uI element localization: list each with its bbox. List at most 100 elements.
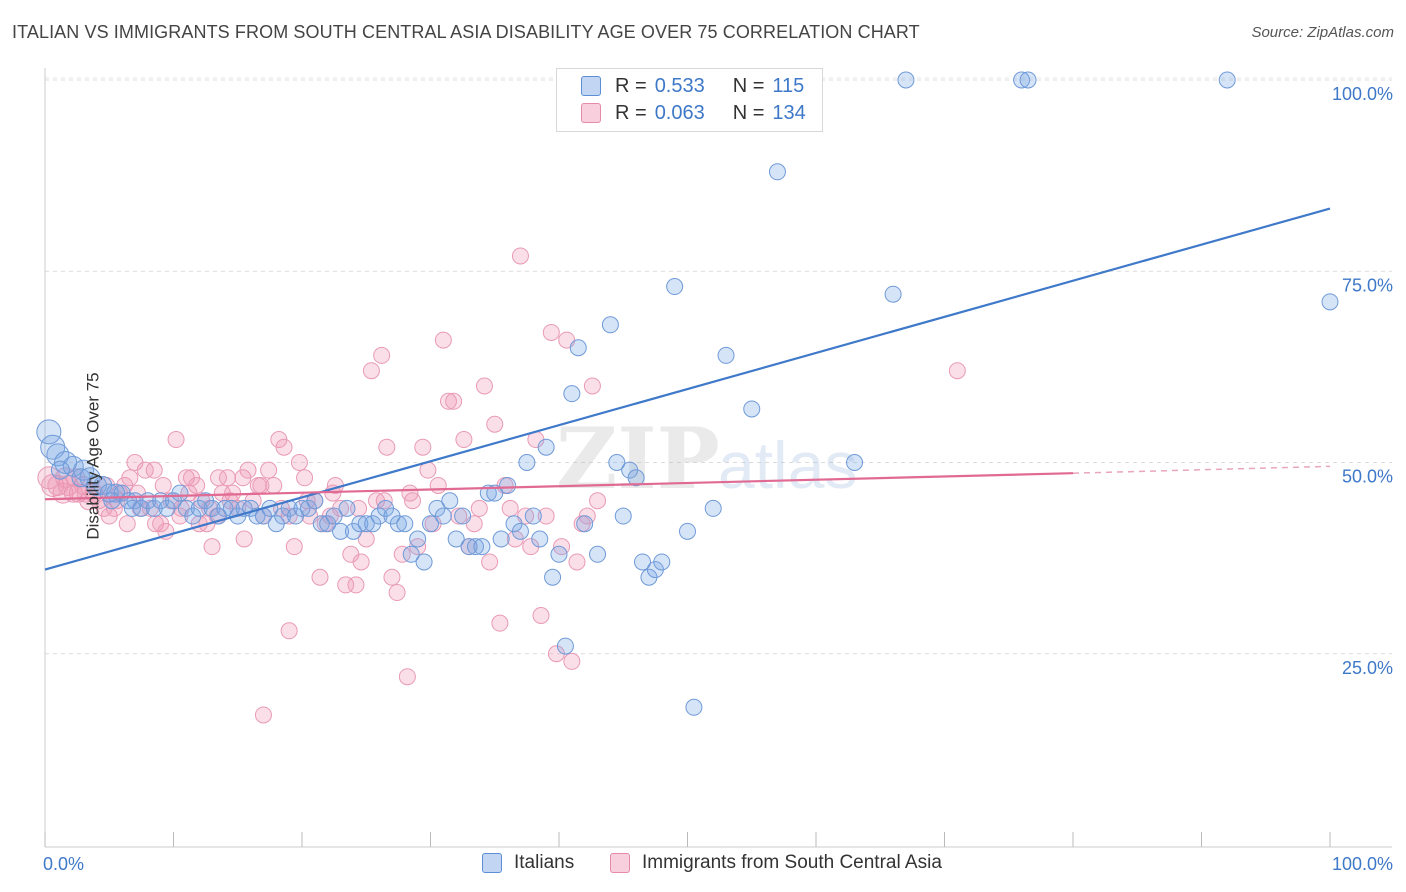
tick-labels: 25.0% 50.0% 75.0% 100.0% 0.0% 100.0% bbox=[43, 84, 1393, 874]
legend-n-label: N = bbox=[732, 74, 765, 97]
stats-legend: R = 0.533 N = 115 R = 0.063 N = 134 bbox=[556, 68, 823, 132]
point-italians bbox=[544, 568, 562, 586]
point-italians bbox=[524, 507, 542, 525]
point-italians bbox=[1321, 293, 1339, 311]
point-italians bbox=[396, 515, 414, 533]
point-italians bbox=[897, 71, 915, 89]
point-immigrants bbox=[481, 553, 499, 571]
bottom-legend-swatch-blue bbox=[482, 853, 502, 873]
point-italians bbox=[679, 522, 696, 540]
legend-r-label: R = bbox=[615, 74, 647, 97]
point-immigrants bbox=[475, 377, 493, 395]
point-italians bbox=[685, 698, 703, 716]
point-immigrants bbox=[347, 576, 365, 594]
point-italians bbox=[441, 492, 459, 510]
point-italians bbox=[601, 316, 619, 334]
point-immigrants bbox=[350, 499, 368, 517]
trend-immigrants bbox=[44, 472, 1074, 501]
point-italians bbox=[627, 469, 645, 487]
point-immigrants bbox=[378, 438, 396, 456]
point-immigrants bbox=[948, 362, 966, 380]
bottom-legend-immigrants[interactable]: Immigrants from South Central Asia bbox=[610, 852, 942, 874]
point-immigrants bbox=[136, 461, 154, 479]
bottom-legend: Italians Immigrants from South Central A… bbox=[0, 852, 1406, 878]
point-immigrants bbox=[393, 545, 411, 563]
point-immigrants bbox=[209, 469, 227, 487]
y-tick-label: 50.0% bbox=[1342, 467, 1393, 487]
point-immigrants bbox=[429, 476, 447, 494]
point-italians bbox=[1019, 71, 1037, 89]
point-italians bbox=[653, 553, 671, 571]
point-italians bbox=[486, 484, 504, 502]
point-immigrants bbox=[511, 247, 529, 265]
point-immigrants bbox=[337, 576, 355, 594]
legend-r-value: 0.533 bbox=[654, 74, 705, 97]
point-italians bbox=[402, 545, 420, 563]
point-italians bbox=[556, 637, 574, 655]
point-immigrants bbox=[290, 454, 308, 471]
point-italians bbox=[325, 507, 343, 525]
point-immigrants bbox=[568, 553, 586, 571]
y-axis-label: Disability Age Over 75 bbox=[83, 372, 103, 540]
point-italians bbox=[216, 499, 234, 517]
point-italians bbox=[563, 385, 581, 403]
point-immigrants bbox=[486, 415, 504, 433]
bottom-legend-italians[interactable]: Italians bbox=[482, 852, 574, 874]
point-immigrants bbox=[285, 538, 303, 556]
point-immigrants bbox=[583, 377, 601, 395]
point-immigrants bbox=[542, 323, 560, 341]
legend-row-immigrants: R = 0.063 N = 134 bbox=[581, 100, 806, 126]
point-immigrants bbox=[203, 538, 221, 556]
legend-swatch-blue bbox=[581, 76, 601, 96]
point-immigrants bbox=[145, 461, 163, 479]
point-italians bbox=[71, 468, 91, 488]
point-immigrants bbox=[362, 362, 380, 380]
point-immigrants bbox=[373, 346, 391, 364]
point-immigrants bbox=[296, 469, 314, 487]
legend-n-label: N = bbox=[732, 101, 765, 124]
point-italians bbox=[576, 515, 594, 533]
point-italians bbox=[608, 454, 626, 471]
point-italians bbox=[666, 278, 684, 296]
point-immigrants bbox=[537, 507, 555, 525]
point-italians bbox=[103, 492, 121, 510]
trend-immigrants-extension bbox=[1072, 465, 1331, 474]
point-italians bbox=[704, 499, 722, 517]
legend-r-value: 0.063 bbox=[654, 101, 705, 124]
trend-lines bbox=[44, 207, 1331, 571]
point-immigrants bbox=[434, 331, 452, 349]
point-italians bbox=[743, 400, 761, 418]
chart-title: ITALIAN VS IMMIGRANTS FROM SOUTH CENTRAL… bbox=[12, 22, 920, 42]
point-immigrants bbox=[275, 438, 293, 456]
source-label: Source: ZipAtlas.com bbox=[1251, 24, 1394, 41]
point-immigrants bbox=[439, 392, 457, 410]
point-italians bbox=[492, 530, 510, 548]
point-italians bbox=[537, 438, 555, 456]
y-tick-label: 75.0% bbox=[1342, 275, 1393, 295]
point-italians bbox=[768, 163, 786, 181]
point-immigrants bbox=[563, 652, 581, 670]
point-italians bbox=[634, 553, 652, 571]
point-italians bbox=[499, 476, 517, 494]
point-italians bbox=[884, 285, 902, 303]
point-immigrants bbox=[455, 431, 473, 449]
point-immigrants bbox=[118, 515, 136, 533]
point-immigrants bbox=[167, 431, 185, 449]
point-immigrants bbox=[501, 499, 519, 517]
point-immigrants bbox=[470, 499, 488, 517]
point-italians bbox=[531, 530, 549, 548]
bottom-legend-swatch-pink bbox=[610, 853, 630, 873]
point-immigrants bbox=[589, 492, 607, 510]
series-italians-points bbox=[36, 71, 1339, 716]
point-italians bbox=[351, 515, 369, 533]
point-italians bbox=[511, 522, 529, 540]
point-immigrants bbox=[121, 469, 139, 487]
point-immigrants bbox=[254, 706, 272, 724]
point-immigrants bbox=[383, 568, 401, 586]
point-immigrants bbox=[414, 438, 432, 456]
point-immigrants bbox=[450, 507, 468, 525]
point-immigrants bbox=[532, 607, 550, 624]
point-immigrants bbox=[388, 584, 406, 602]
point-italians bbox=[518, 454, 536, 471]
point-italians bbox=[434, 507, 452, 525]
